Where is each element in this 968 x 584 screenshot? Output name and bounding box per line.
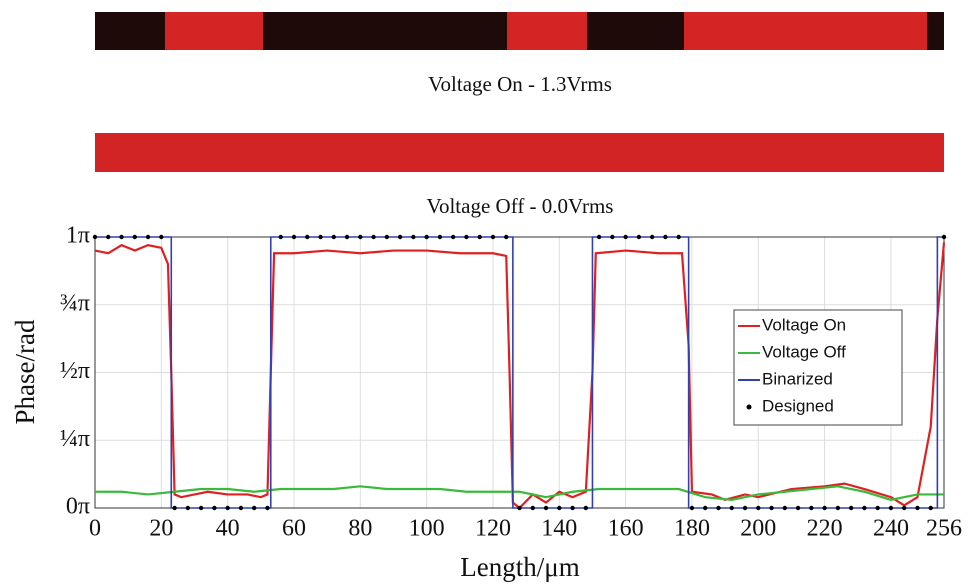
designed-point bbox=[146, 235, 150, 239]
designed-point bbox=[610, 235, 614, 239]
y-tick-label: 1π bbox=[66, 223, 90, 249]
designed-point bbox=[398, 235, 402, 239]
designed-point bbox=[716, 506, 720, 510]
designed-point bbox=[809, 506, 813, 510]
legend-symbol bbox=[747, 405, 752, 410]
designed-point bbox=[305, 235, 309, 239]
designed-point bbox=[676, 235, 680, 239]
y-axis-label: Phase/rad bbox=[10, 319, 40, 424]
designed-point bbox=[199, 506, 203, 510]
x-tick-label: 160 bbox=[608, 516, 644, 542]
designed-point bbox=[464, 235, 468, 239]
designed-point bbox=[584, 506, 588, 510]
designed-point bbox=[239, 506, 243, 510]
designed-point bbox=[172, 506, 176, 510]
designed-point bbox=[318, 235, 322, 239]
x-tick-label: 80 bbox=[348, 516, 372, 542]
designed-point bbox=[225, 506, 229, 510]
designed-point bbox=[570, 506, 574, 510]
legend-label: Binarized bbox=[762, 369, 833, 388]
page: Voltage On - 1.3Vrms Voltage Off - 0.0Vr… bbox=[0, 0, 968, 584]
designed-point bbox=[438, 235, 442, 239]
designed-point bbox=[451, 235, 455, 239]
designed-point bbox=[875, 506, 879, 510]
designed-point bbox=[663, 235, 667, 239]
designed-point bbox=[424, 235, 428, 239]
legend-label: Voltage On bbox=[762, 315, 846, 334]
x-tick-label: 0 bbox=[89, 516, 101, 542]
x-tick-label: 180 bbox=[674, 516, 710, 542]
designed-point bbox=[531, 506, 535, 510]
designed-point bbox=[265, 506, 269, 510]
designed-point bbox=[517, 506, 521, 510]
designed-point bbox=[411, 235, 415, 239]
designed-point bbox=[119, 235, 123, 239]
designed-point bbox=[902, 506, 906, 510]
designed-point bbox=[345, 235, 349, 239]
designed-point bbox=[358, 235, 362, 239]
x-tick-label: 220 bbox=[807, 516, 843, 542]
designed-point bbox=[597, 235, 601, 239]
designed-point bbox=[690, 506, 694, 510]
designed-point bbox=[637, 235, 641, 239]
designed-point bbox=[915, 506, 919, 510]
designed-point bbox=[650, 235, 654, 239]
designed-point bbox=[889, 506, 893, 510]
x-tick-label: 40 bbox=[216, 516, 240, 542]
x-tick-label: 240 bbox=[873, 516, 909, 542]
designed-point bbox=[279, 235, 283, 239]
y-tick-label: ¼π bbox=[60, 426, 90, 452]
designed-point bbox=[703, 506, 707, 510]
designed-point bbox=[385, 235, 389, 239]
designed-point bbox=[849, 506, 853, 510]
y-tick-label: ½π bbox=[60, 358, 90, 384]
designed-point bbox=[106, 235, 110, 239]
designed-point bbox=[491, 235, 495, 239]
y-tick-label: ¾π bbox=[60, 290, 90, 316]
designed-point bbox=[292, 235, 296, 239]
designed-point bbox=[557, 506, 561, 510]
designed-point bbox=[544, 506, 548, 510]
designed-point bbox=[796, 506, 800, 510]
y-tick-label: 0π bbox=[66, 494, 90, 520]
designed-point bbox=[743, 506, 747, 510]
stripe-off bbox=[95, 133, 944, 172]
legend-label: Designed bbox=[762, 396, 834, 415]
x-tick-label: 200 bbox=[740, 516, 776, 542]
designed-point bbox=[371, 235, 375, 239]
designed-point bbox=[159, 235, 163, 239]
designed-point bbox=[836, 506, 840, 510]
designed-point bbox=[623, 235, 627, 239]
annotation: Voltage Off - 0.0Vrms bbox=[427, 194, 614, 218]
designed-point bbox=[783, 506, 787, 510]
legend-label: Voltage Off bbox=[762, 342, 846, 361]
designed-point bbox=[252, 506, 256, 510]
designed-point bbox=[332, 235, 336, 239]
x-tick-label: 60 bbox=[282, 516, 306, 542]
designed-point bbox=[212, 506, 216, 510]
designed-point bbox=[478, 235, 482, 239]
designed-point bbox=[769, 506, 773, 510]
x-tick-label: 256 bbox=[926, 516, 962, 542]
designed-point bbox=[133, 235, 137, 239]
x-tick-label: 140 bbox=[541, 516, 577, 542]
x-axis-label: Length/μm bbox=[460, 552, 579, 582]
designed-point bbox=[756, 506, 760, 510]
designed-point bbox=[929, 506, 933, 510]
x-tick-label: 20 bbox=[149, 516, 173, 542]
x-tick-label: 120 bbox=[475, 516, 511, 542]
designed-point bbox=[822, 506, 826, 510]
legend: Voltage On Voltage Off Binarized Designed bbox=[734, 310, 902, 425]
annotation: Voltage On - 1.3Vrms bbox=[428, 72, 612, 96]
designed-point bbox=[186, 506, 190, 510]
designed-point bbox=[730, 506, 734, 510]
designed-point bbox=[504, 235, 508, 239]
chart: Voltage On - 1.3Vrms Voltage Off - 0.0Vr… bbox=[0, 0, 968, 584]
x-tick-label: 100 bbox=[409, 516, 445, 542]
stripe-on bbox=[95, 12, 944, 50]
designed-point bbox=[942, 235, 946, 239]
designed-point bbox=[93, 235, 97, 239]
designed-point bbox=[862, 506, 866, 510]
